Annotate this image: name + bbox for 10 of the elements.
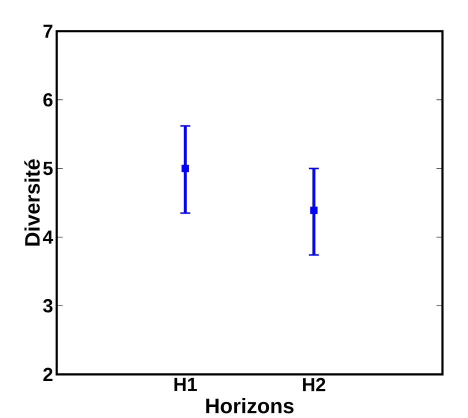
x-tick-label: H2 <box>303 378 326 391</box>
y-tick-label: 5 <box>43 162 53 175</box>
y-axis-title: Diversité <box>24 159 40 246</box>
x-tick-label: H1 <box>174 378 197 391</box>
x-axis-title: Horizons <box>206 398 294 414</box>
y-tick-label: 6 <box>43 92 53 106</box>
y-tick-label: 4 <box>42 230 54 244</box>
y-tick-label: 3 <box>43 298 53 312</box>
y-tick-label: 7 <box>43 24 52 38</box>
y-tick-label: 2 <box>43 368 52 381</box>
